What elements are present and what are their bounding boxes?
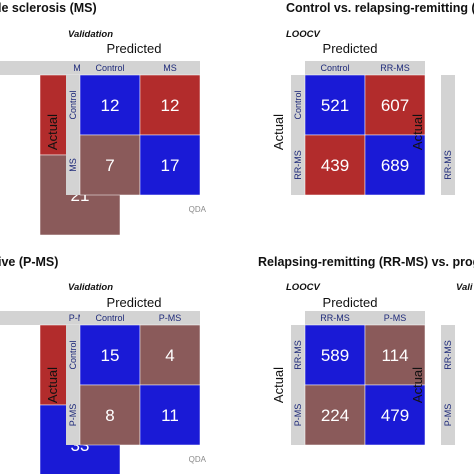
row-strip [66, 75, 80, 195]
matrix-cell [364, 384, 426, 446]
row-strip [441, 325, 455, 445]
confusion-matrix-panel: RR-MS P-MS Vali Actual [410, 282, 473, 445]
row-tick-label: RR-MS [443, 340, 453, 370]
cell-value-label: 224 [321, 406, 349, 425]
matrix-cell [139, 74, 201, 136]
column-tick-label: Control [95, 63, 124, 73]
matrix-cell [304, 384, 366, 446]
column-tick-label: P-MS [159, 313, 182, 323]
matrix-cell [139, 134, 201, 196]
cell-value-label: 7 [105, 156, 114, 175]
confusion-matrix-panel: 521 607 439 689 Control RR-MS Control RR-MS LOOC… [271, 29, 426, 196]
panel-title-top-right: Control vs. relapsing-remitting (RR-M [286, 1, 474, 15]
matrix-cell [79, 74, 141, 136]
y-axis-title: Actual [410, 367, 425, 403]
row-tick-label: P-MS [68, 404, 78, 427]
cell-value-label: 17 [161, 156, 180, 175]
column-strip [80, 311, 200, 325]
matrix-cell [139, 324, 201, 386]
cell-value-label: 689 [381, 156, 409, 175]
row-strip [291, 325, 305, 445]
panel-title-bottom-left: ive (P-MS) [0, 255, 58, 269]
column-tick-label: P-MS [384, 313, 407, 323]
column-tick-label: RR-MS [320, 313, 350, 323]
matrix-cell [364, 324, 426, 386]
matrix-cell [304, 324, 366, 386]
column-tick-label: Control [95, 313, 124, 323]
cell-value-label: 4 [165, 346, 174, 365]
row-tick-label: RR-MS [293, 150, 303, 180]
row-tick-label: Control [68, 340, 78, 369]
panel-title-top-left: le sclerosis (MS) [0, 1, 97, 15]
panel-subtitle: LOOCV [286, 29, 320, 40]
x-axis-title: Predicted [323, 41, 378, 56]
row-tick-label: P-MS [293, 404, 303, 427]
column-strip [305, 61, 425, 75]
cell-value-label: 12 [101, 96, 120, 115]
confusion-matrix-panel: 15 4 8 11 Control P-MS Control P-MS Validation Pr… [45, 282, 207, 464]
confusion-matrix-panel: 12 12 7 17 Control MS Control MS ValidationPredi… [45, 29, 207, 214]
x-axis-title: Predicted [323, 295, 378, 310]
row-strip [66, 325, 80, 445]
panel-title-bottom-right: Relapsing-remitting (RR-MS) vs. prog [258, 255, 474, 269]
confusion-matrices: 5521MS1212717ControlMSControlMSValidatio… [0, 29, 473, 474]
row-tick-label: Control [293, 90, 303, 119]
matrix-cell [139, 384, 201, 446]
column-tick-label: Control [320, 63, 349, 73]
matrix-cell [364, 134, 426, 196]
confusion-matrix-panel: 589 114 224 479 RR-MS P-MS RR-MS P-MS LOOCVPredi… [271, 282, 426, 446]
cell-value-label: 521 [321, 96, 349, 115]
panel-subtitle: Vali [456, 282, 473, 293]
row-tick-label: P-MS [443, 404, 453, 427]
row-tick-label: MS [68, 158, 78, 172]
matrix-cell [79, 384, 141, 446]
cell-value-label: 589 [321, 346, 349, 365]
confusion-matrix-panel: RR-MS Actual [410, 75, 455, 195]
column-strip [305, 311, 425, 325]
cell-value-label: 607 [381, 96, 409, 115]
matrix-cell [304, 74, 366, 136]
cell-value-label: 8 [105, 406, 114, 425]
column-strip [80, 61, 200, 75]
cell-value-label: 12 [161, 96, 180, 115]
x-axis-title: Predicted [107, 41, 162, 56]
matrix-cell [304, 134, 366, 196]
y-axis-title: Actual [410, 114, 425, 150]
method-label: QDA [189, 205, 207, 214]
row-tick-label: Control [68, 90, 78, 119]
y-axis-title: Actual [271, 367, 286, 403]
cell-value-label: 114 [381, 346, 408, 365]
panel-subtitle: LOOCV [286, 282, 320, 293]
panel-subtitle: Validation [68, 282, 113, 293]
panel-subtitle: Validation [68, 29, 113, 40]
cell-value-label: 439 [321, 156, 349, 175]
column-tick-label: MS [163, 63, 177, 73]
row-strip [441, 75, 455, 195]
cell-value-label: 11 [161, 406, 179, 425]
y-axis-title: Actual [271, 114, 286, 150]
matrix-cell [79, 134, 141, 196]
y-axis-title: Actual [45, 114, 60, 150]
cell-value-label: 479 [381, 406, 409, 425]
y-axis-title: Actual [45, 367, 60, 403]
column-tick-label: RR-MS [380, 63, 410, 73]
matrix-cell [364, 74, 426, 136]
row-strip [291, 75, 305, 195]
matrix-cell [79, 324, 141, 386]
x-axis-title: Predicted [107, 295, 162, 310]
row-tick-label: RR-MS [293, 340, 303, 370]
row-tick-label: RR-MS [443, 150, 453, 180]
cell-value-label: 15 [101, 346, 120, 365]
method-label: QDA [189, 455, 207, 464]
